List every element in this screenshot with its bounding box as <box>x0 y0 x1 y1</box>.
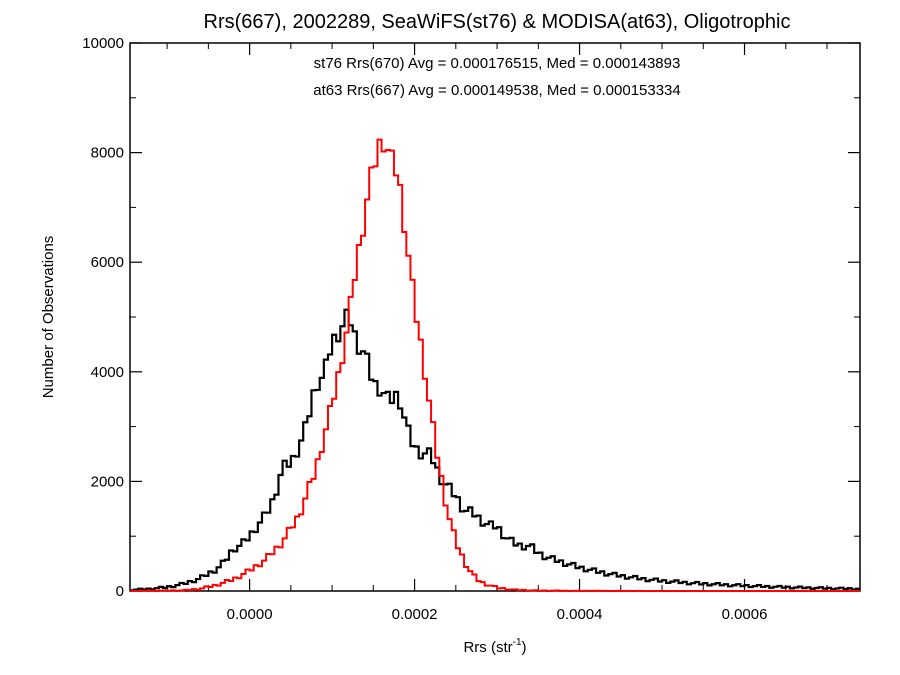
y-tick-label: 10000 <box>82 35 124 52</box>
x-axis: 0.0000 0.0002 0.0004 0.0006 <box>166 43 828 623</box>
x-axis-label: Rrs (str-1) <box>463 637 526 656</box>
y-tick-label: 8000 <box>91 145 124 162</box>
plot-frame <box>129 42 861 592</box>
chart-title: Rrs(667), 2002289, SeaWiFS(st76) & MODIS… <box>204 11 791 33</box>
x-axis-label-text: Rrs (str <box>463 639 512 656</box>
x-tick-label: 0.0002 <box>392 606 438 623</box>
y-tick-label: 0 <box>116 583 124 600</box>
x-axis-label-superscript: -1 <box>513 637 522 648</box>
y-axis-label: Number of Observations <box>40 236 57 399</box>
y-axis: 0 2000 4000 6000 8000 10000 <box>82 35 860 600</box>
y-tick-label: 6000 <box>91 254 124 271</box>
annotation-st76: st76 Rrs(670) Avg = 0.000176515, Med = 0… <box>314 55 681 72</box>
series-layer <box>130 138 860 592</box>
y-tick-label: 2000 <box>91 473 124 490</box>
x-tick-label: 0.0004 <box>557 606 603 623</box>
x-tick-label: 0.0000 <box>227 606 273 623</box>
x-tick-label: 0.0006 <box>722 606 768 623</box>
y-tick-label: 4000 <box>91 364 124 381</box>
series-at63-line <box>130 138 860 592</box>
annotation-at63: at63 Rrs(667) Avg = 0.000149538, Med = 0… <box>313 82 681 99</box>
x-axis-label-close: ) <box>522 639 527 656</box>
series-st76-line <box>130 308 860 592</box>
